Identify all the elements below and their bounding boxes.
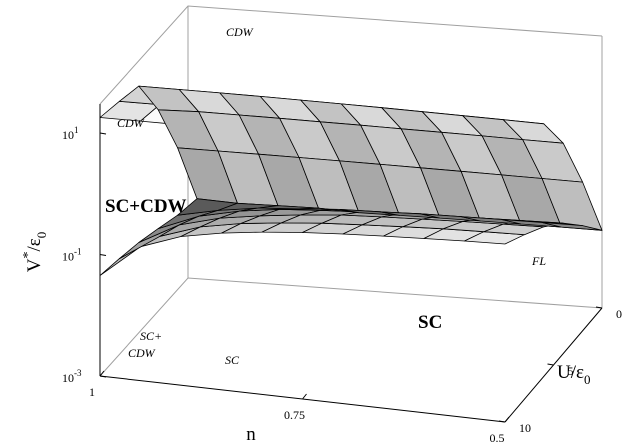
- z-axis-title-sup: *: [21, 252, 36, 259]
- box-top-back: [99, 5, 603, 105]
- u-tick: [498, 420, 506, 423]
- n-tick-label: 0.75: [284, 408, 305, 422]
- z-tick: [99, 375, 107, 378]
- u-tick: [595, 306, 603, 309]
- z-tick-exponent: -3: [74, 368, 82, 378]
- surface-group: [99, 85, 603, 276]
- u-tick: [547, 363, 554, 366]
- u-tick-label: 5: [568, 364, 574, 378]
- z-tick: [99, 254, 107, 256]
- z-axis-title-main: V: [24, 258, 45, 272]
- z-tick: [99, 132, 107, 135]
- z-tick-base: 10: [62, 371, 74, 385]
- u-tick-label: 0: [616, 307, 622, 321]
- label-sc-cdw: SC+CDW: [105, 196, 187, 217]
- n-tick: [504, 416, 510, 423]
- lower-surface-patch: [541, 222, 603, 231]
- label-sc-plus-cdw: CDW: [128, 346, 156, 360]
- z-axis-title-sub: 0: [34, 232, 49, 239]
- z-tick-base: 10: [62, 128, 74, 142]
- n-tick: [302, 393, 307, 400]
- n-tick-label: 1: [89, 385, 95, 399]
- label-sc-large: SC: [418, 312, 442, 333]
- u-tick-label: 10: [519, 421, 531, 435]
- label-cdw-top: CDW: [226, 25, 254, 39]
- label-fl: FL: [531, 254, 546, 268]
- z-tick-exponent: 1: [74, 125, 79, 135]
- z-axis-title-tail: /ε: [24, 238, 45, 251]
- label-sc-plus: SC+: [140, 329, 162, 343]
- y-axis-title-sub: 0: [584, 372, 591, 387]
- z-tick-label: 101: [62, 125, 79, 142]
- n-tick-label: 0.5: [490, 431, 505, 443]
- box-back-edges: [99, 277, 603, 377]
- y-axis-title-main: U/ε: [557, 362, 584, 383]
- y-axis-title: U/ε0: [557, 362, 590, 387]
- z-tick-label: 10-3: [62, 368, 82, 385]
- label-sc-small: SC: [225, 353, 240, 367]
- z-tick-base: 10: [62, 249, 74, 263]
- z-tick-exponent: -1: [74, 246, 82, 256]
- label-cdw-left: CDW: [117, 116, 145, 130]
- z-axis-title: V*/ε0: [21, 232, 49, 273]
- z-tick-label: 10-1: [62, 246, 82, 263]
- n-tick: [99, 370, 105, 377]
- x-axis-title: n: [246, 424, 256, 443]
